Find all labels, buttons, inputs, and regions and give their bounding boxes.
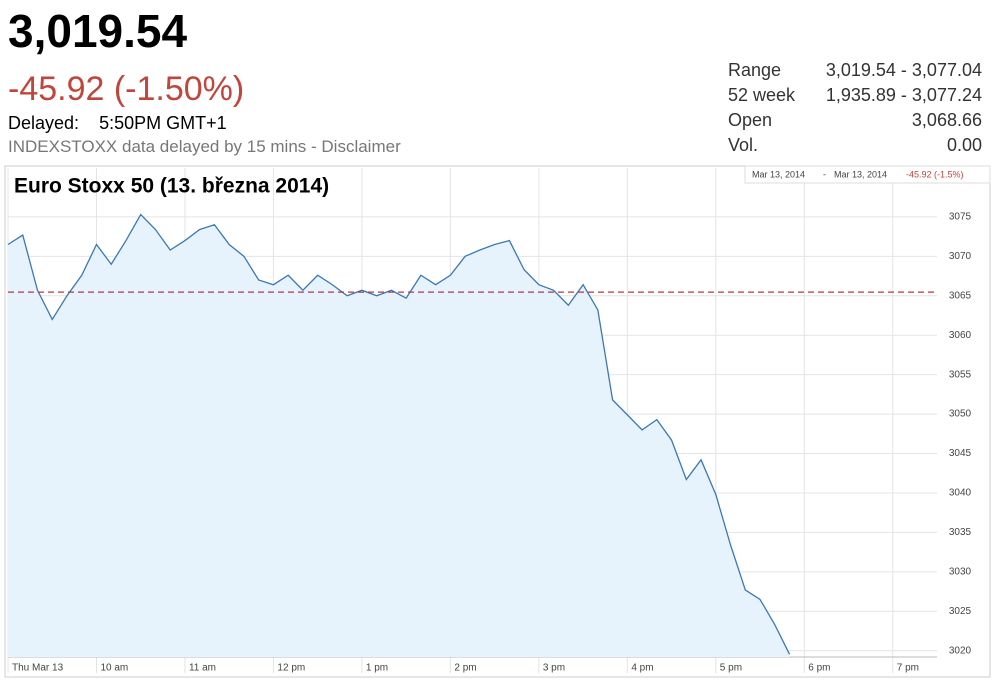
x-tick-label: 12 pm — [277, 663, 305, 674]
y-tick-label: 3060 — [949, 330, 972, 341]
x-tick-label: 1 pm — [366, 663, 388, 674]
stat-value: 3,019.54 - 3,077.04 — [825, 60, 982, 80]
y-tick-label: 3045 — [949, 448, 972, 459]
stat-label: 52 week — [728, 85, 796, 105]
y-tick-label: 3065 — [949, 290, 972, 301]
x-tick-label: 7 pm — [897, 663, 919, 674]
delayed-label: Delayed: — [8, 113, 80, 133]
delayed-time: 5:50PM GMT+1 — [99, 113, 227, 133]
stat-row: Vol. 0.00 — [728, 135, 982, 160]
y-tick-label: 3055 — [949, 369, 972, 380]
y-tick-label: 3075 — [949, 212, 972, 223]
source-note: INDEXSTOXX data delayed by 15 mins - Dis… — [8, 137, 401, 156]
stat-value: 3,068.66 — [911, 110, 982, 130]
stat-label: Range — [728, 60, 782, 80]
chart-title: Euro Stoxx 50 (13. března 2014) — [14, 175, 329, 198]
x-tick-label: 4 pm — [631, 663, 653, 674]
stat-value: 1,935.89 - 3,077.24 — [825, 85, 982, 105]
x-tick-label: 2 pm — [454, 663, 476, 674]
y-tick-label: 3020 — [949, 645, 972, 656]
x-tick-label: Thu Mar 13 — [12, 663, 64, 674]
stats: Range 3,019.54 - 3,077.04 52 week 1,935.89 … — [728, 60, 982, 160]
y-tick-label: 3040 — [949, 488, 972, 499]
y-tick-label: 3050 — [949, 409, 972, 420]
x-tick-label: 5 pm — [720, 663, 742, 674]
x-tick-label: 10 am — [100, 663, 128, 674]
y-tick-label: 3035 — [949, 527, 972, 538]
x-tick-label: 3 pm — [543, 663, 565, 674]
change: -45.92 (-1.50%) — [8, 70, 245, 108]
y-tick-label: 3025 — [949, 606, 972, 617]
stat-row: 52 week 1,935.89 - 3,077.24 — [728, 85, 982, 110]
range-from: Mar 13, 2014 — [752, 169, 805, 179]
range-box — [744, 165, 991, 184]
stat-row: Range 3,019.54 - 3,077.04 — [728, 60, 982, 85]
y-tick-label: 3030 — [949, 566, 972, 577]
range-change: -45.92 (-1.5%) — [906, 169, 964, 179]
y-tick-label: 3070 — [949, 251, 972, 262]
stat-label: Vol. — [728, 135, 759, 155]
stat-row: Open 3,068.66 — [728, 110, 982, 135]
price: 3,019.54 — [8, 5, 188, 57]
x-tick-label: 6 pm — [808, 663, 830, 674]
stat-value: 0.00 — [946, 135, 982, 155]
delayed: Delayed: 5:50PM GMT+1 — [8, 113, 227, 134]
range-separator: - — [823, 169, 826, 179]
range-to: Mar 13, 2014 — [834, 169, 887, 179]
area — [8, 214, 790, 657]
line — [7, 213, 791, 655]
x-tick-label: 11 am — [189, 663, 216, 674]
stat-label: Open — [728, 110, 773, 130]
